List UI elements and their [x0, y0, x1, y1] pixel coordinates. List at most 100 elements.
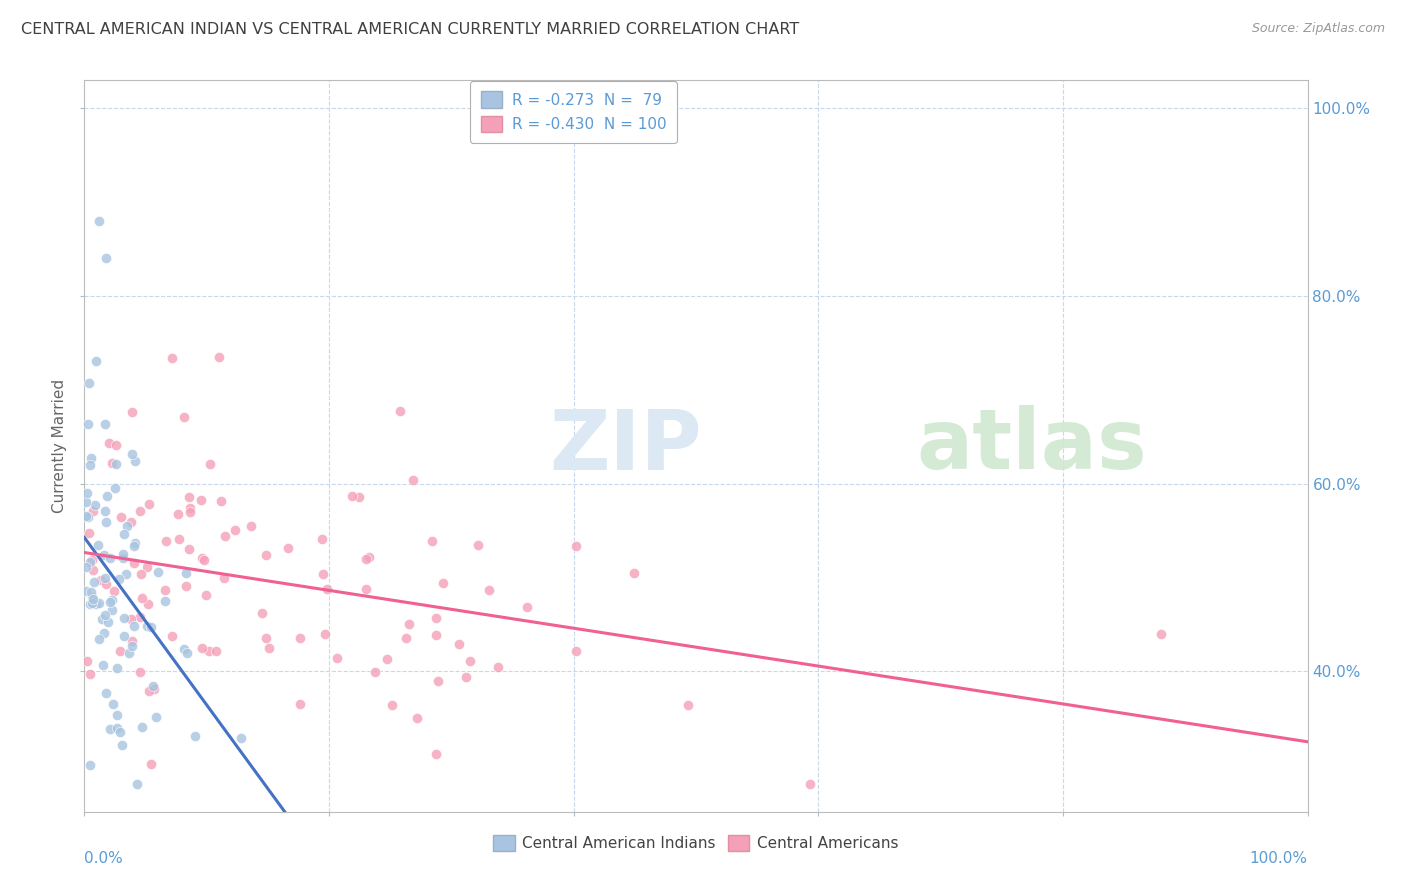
Point	[311, 567, 333, 582]
Point	[456, 670, 478, 684]
Text: atlas: atlas	[917, 406, 1147, 486]
Point	[432, 575, 454, 590]
Point	[167, 507, 190, 521]
Text: Source: ZipAtlas.com: Source: ZipAtlas.com	[1251, 22, 1385, 36]
Point	[77, 526, 100, 541]
Point	[427, 673, 450, 688]
Point	[288, 697, 311, 711]
Point	[676, 698, 699, 712]
Point	[86, 538, 108, 552]
Point	[799, 776, 821, 790]
Point	[122, 619, 145, 633]
Point	[101, 456, 124, 470]
Point	[120, 515, 142, 529]
Point	[162, 351, 184, 366]
Point	[316, 582, 339, 597]
Point	[79, 757, 101, 772]
Point	[205, 643, 228, 657]
Point	[395, 632, 418, 646]
Text: 0.0%: 0.0%	[84, 851, 124, 865]
Point	[239, 519, 262, 533]
Point	[80, 590, 103, 604]
Point	[224, 523, 246, 537]
Y-axis label: Currently Married: Currently Married	[52, 379, 67, 513]
Point	[94, 577, 117, 591]
Point	[94, 686, 117, 700]
Point	[82, 597, 104, 611]
Point	[195, 588, 218, 602]
Point	[124, 454, 146, 468]
Text: 100.0%: 100.0%	[1250, 851, 1308, 865]
Point	[111, 551, 134, 566]
Point	[75, 495, 97, 509]
Point	[486, 660, 509, 674]
Point	[77, 417, 100, 431]
Point	[122, 539, 145, 553]
Point	[84, 353, 107, 368]
Point	[125, 776, 148, 790]
Point	[82, 563, 104, 577]
Point	[290, 631, 312, 645]
Point	[94, 572, 117, 586]
Point	[564, 644, 586, 658]
Point	[131, 720, 153, 734]
Point	[94, 608, 117, 623]
Point	[425, 747, 447, 761]
Point	[115, 567, 138, 582]
Point	[447, 637, 470, 651]
Point	[212, 571, 235, 585]
Point	[136, 560, 159, 574]
Point	[136, 597, 159, 611]
Point	[364, 665, 387, 679]
Point	[252, 606, 274, 620]
Point	[141, 757, 163, 772]
Point	[105, 707, 128, 722]
Point	[148, 565, 170, 579]
Point	[111, 547, 134, 561]
Point	[467, 538, 489, 552]
Point	[160, 628, 183, 642]
Point	[347, 490, 370, 504]
Point	[86, 597, 108, 611]
Point	[425, 628, 447, 642]
Point	[129, 609, 152, 624]
Point	[80, 553, 103, 567]
Point	[458, 654, 481, 668]
Point	[138, 497, 160, 511]
Point	[143, 682, 166, 697]
Point	[82, 591, 104, 606]
Point	[108, 644, 131, 658]
Point	[112, 526, 135, 541]
Point	[176, 579, 198, 593]
Point	[401, 473, 423, 487]
Text: ZIP: ZIP	[550, 406, 702, 486]
Point	[84, 498, 107, 512]
Point	[118, 647, 141, 661]
Point	[214, 529, 236, 543]
Point	[75, 508, 97, 523]
Point	[176, 566, 198, 580]
Point	[190, 492, 212, 507]
Point	[311, 532, 333, 546]
Point	[1150, 626, 1173, 640]
Point	[153, 594, 176, 608]
Point	[76, 486, 98, 500]
Point	[422, 534, 444, 549]
Point	[357, 549, 380, 564]
Point	[82, 504, 104, 518]
Point	[97, 436, 120, 450]
Point	[94, 515, 117, 529]
Point	[141, 620, 163, 634]
Point	[105, 721, 128, 735]
Point	[112, 610, 135, 624]
Point	[96, 252, 118, 266]
Point	[623, 566, 645, 580]
Point	[256, 631, 278, 645]
Point	[173, 641, 195, 656]
Point	[179, 500, 201, 515]
Point	[375, 651, 398, 665]
Point	[101, 603, 124, 617]
Point	[198, 457, 221, 471]
Point	[155, 534, 177, 549]
Point	[193, 553, 215, 567]
